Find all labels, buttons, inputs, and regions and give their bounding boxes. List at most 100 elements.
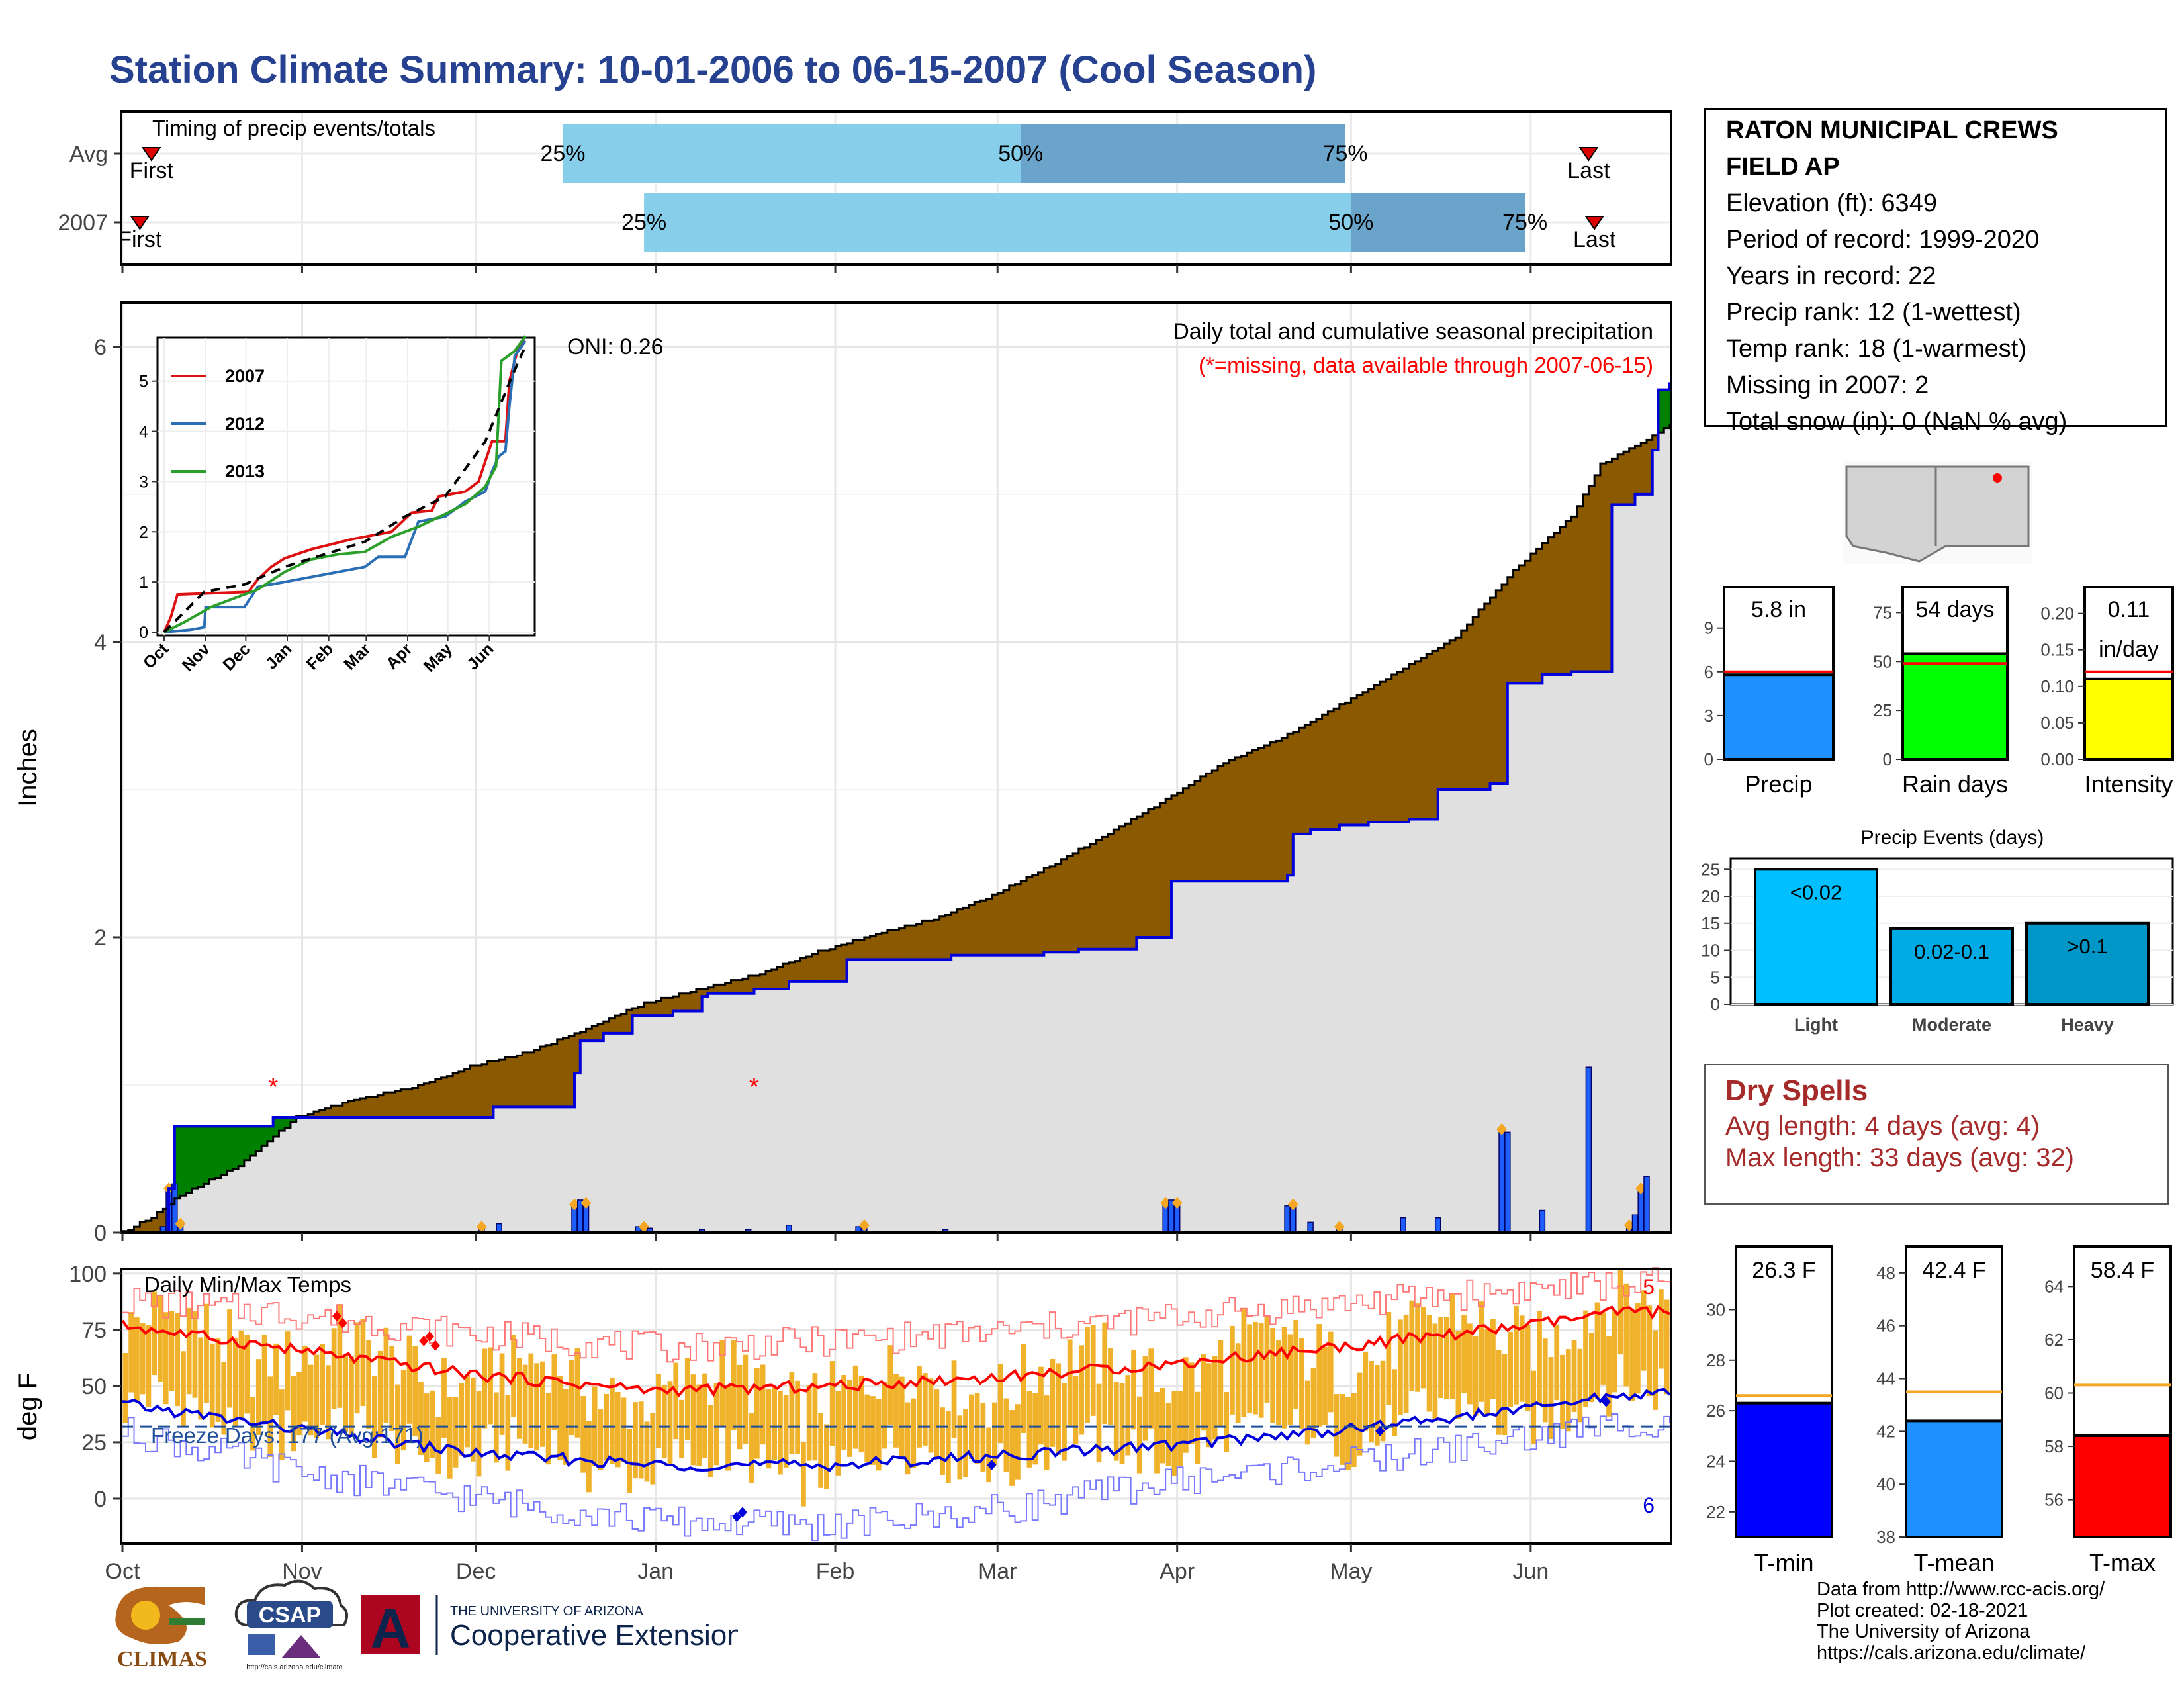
deficit-area [997,893,1004,955]
daily-temp-bar [470,1377,476,1462]
deficit-area [748,975,755,994]
record-high-marker [425,1331,435,1342]
daily-temp-bar [343,1356,349,1432]
last-precip-marker [1584,216,1605,230]
precip-events-category: Heavy [2061,1015,2114,1035]
daily-temp-bar [1131,1349,1136,1430]
daily-temp-bar [1415,1303,1420,1392]
deficit-area [951,912,958,955]
deficit-area [1473,617,1479,790]
deficit-area [725,983,732,994]
daily-precip-bar [1631,1214,1639,1233]
deficit-area [609,1018,615,1033]
precip-summary-bar [2083,677,2174,761]
daily-temp-bar [1073,1376,1079,1445]
timing-bar-q2 [563,124,1021,183]
temp-y-tick-label: 75 [81,1318,107,1343]
deficit-area [1351,698,1357,825]
deficit-area [140,1222,146,1233]
deficit-area [325,1108,332,1118]
daily-temp-bar [1125,1375,1131,1456]
station-period: Period of record: 1999-2020 [1726,226,2040,254]
deficit-area [412,1088,419,1118]
temp-x-tick-label: Feb [816,1559,855,1584]
daily-temp-bar [1090,1325,1096,1416]
deficit-area [1246,753,1253,882]
deficit-area [626,1009,633,1033]
daily-temp-bar [1050,1359,1056,1447]
deficit-area [1629,448,1636,505]
daily-temp-bar [1189,1362,1195,1444]
inset-y-tick-label: 2 [139,523,148,541]
daily-temp-bar [279,1389,285,1460]
deficit-area [1229,760,1236,882]
deficit-area [1287,733,1294,876]
deficit-area [365,1096,373,1118]
credits-university: The University of Arizona [1817,1621,2030,1642]
deficit-area [458,1071,465,1118]
deficit-area [1009,885,1016,955]
deficit-area [1322,714,1328,830]
deficit-area [1345,702,1351,825]
temp-summary-tick-label: 22 [1706,1502,1725,1522]
daily-temp-bar [1623,1283,1629,1387]
deficit-area [661,998,668,1016]
deficit-area [481,1064,488,1118]
daily-temp-bar [696,1384,702,1466]
daily-temp-bar [882,1381,887,1449]
daily-temp-bar [1224,1392,1230,1452]
daily-precip-bar [1643,1176,1650,1233]
daily-temp-bar [917,1366,922,1448]
deficit-area [644,1002,651,1016]
deficit-area [464,1068,471,1118]
daily-temp-bar [1449,1293,1455,1399]
daily-temp-bar [400,1370,406,1451]
temp-panel-border [120,1268,1672,1545]
precip-events-category: Light [1794,1015,1838,1035]
precip-summary-value: 5.8 in [1751,597,1806,622]
daily-precip-bar [1434,1217,1441,1233]
deficit-area [1559,526,1566,675]
deficit-area [1148,808,1155,937]
temp-summary-value: 42.4 F [1922,1258,1985,1283]
deficit-area [852,940,859,960]
credits-source: Data from http://www.rcc-acis.org/ [1817,1579,2105,1600]
deficit-area [1617,454,1624,505]
deficit-area [580,1031,587,1041]
precip-events-tick-label: 20 [1701,886,1720,906]
daily-temp-bar [1508,1331,1514,1407]
daily-temp-bar [1108,1348,1113,1425]
deficit-area [846,943,853,960]
daily-temp-bar [273,1343,279,1415]
deficit-area [1096,839,1103,949]
daily-temp-bar [1653,1330,1658,1410]
daily-temp-bar [215,1338,221,1422]
timing-title: Timing of precip events/totals [152,116,435,140]
daily-temp-bar [539,1361,545,1447]
deficit-area [418,1084,424,1118]
daily-temp-bar [158,1295,163,1382]
daily-temp-bar [627,1429,633,1493]
daily-temp-bar [1467,1323,1473,1405]
deficit-area [731,980,737,994]
precip-base-area [122,423,1670,1233]
climas-logo-text: CLIMAS [117,1647,207,1671]
precip-summary-tick-label: 25 [1873,700,1892,720]
daily-temp-bar [1264,1315,1270,1403]
missing-data-marker: * [749,1072,760,1102]
daily-temp-bar [430,1390,435,1458]
temp-y-tick-label: 25 [81,1430,107,1456]
daily-temp-bar [308,1364,314,1436]
daily-temp-bar [667,1381,673,1466]
daily-temp-bar [1044,1395,1050,1470]
daily-temp-bar [1304,1380,1310,1445]
deficit-area [899,928,905,960]
temp-x-tick-label: Oct [105,1559,140,1584]
daily-temp-bar [186,1307,192,1395]
daily-temp-bar [777,1391,783,1475]
daily-temp-bar [1247,1324,1253,1413]
temp-summary-tick-label: 26 [1706,1401,1725,1421]
deficit-area [499,1060,506,1107]
daily-temp-bar [968,1394,974,1459]
record-low-marker [1375,1425,1385,1436]
